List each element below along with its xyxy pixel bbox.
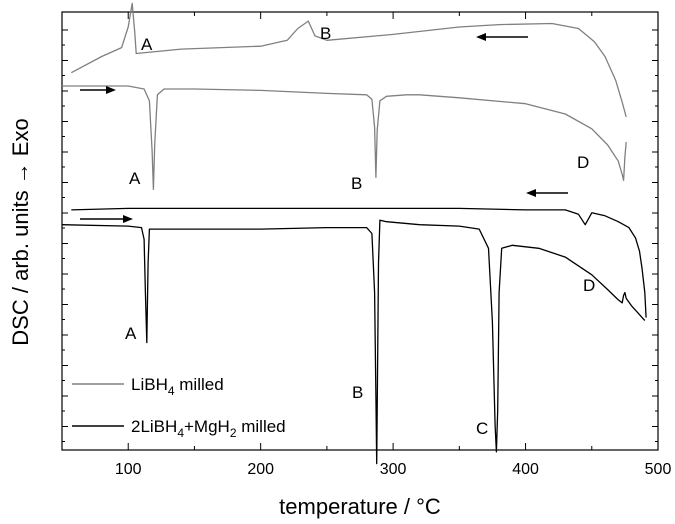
x-tick-labels: 100 200 300 400 500 [115,461,672,478]
heating-arrow-bottom [80,215,133,223]
legend-label-series-1: LiBH4 milled [131,375,224,398]
x-tick-label: 200 [247,461,274,478]
annotation-a-grey: A [129,169,141,188]
annotation-b-grey: B [351,174,362,193]
annotation-d-black: D [583,276,595,295]
x-axis-title: temperature / °C [279,494,441,519]
plot-frame [61,11,659,451]
legend: LiBH4 milled 2LiBH4+MgH2 milled [72,375,286,440]
legend-label-series-2: 2LiBH4+MgH2 milled [131,417,286,440]
series-1-heating-line [62,85,627,190]
series-2-heating-line [61,219,646,465]
x-tick-label: 400 [512,461,539,478]
y-axis-title: DSC / arb. units → Exo [8,118,33,345]
annotation-c-black: C [476,419,488,438]
annotation-b-top: B [320,24,331,43]
heating-arrow-top [80,86,116,94]
y-axis-ticks [62,29,658,442]
x-tick-label: 100 [115,461,142,478]
x-axis-ticks [61,12,659,450]
series-layer [61,2,647,465]
series-2-cooling-line [71,207,647,318]
annotation-b-black: B [352,383,363,402]
x-tick-label: 300 [380,461,407,478]
cooling-arrow-bottom [526,189,568,197]
annotation-a-black: A [125,324,137,343]
annotation-a-top: A [141,35,153,54]
series-1-cooling-line [70,2,627,118]
x-tick-label: 500 [645,461,672,478]
cooling-arrow-top [476,33,528,41]
annotation-d-grey: D [577,153,589,172]
